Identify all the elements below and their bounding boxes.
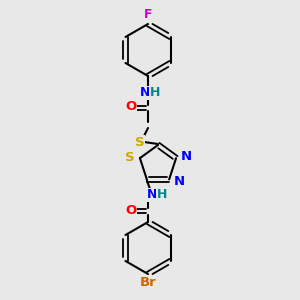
Text: N: N: [181, 150, 192, 163]
Text: S: S: [125, 151, 135, 164]
Text: O: O: [125, 100, 136, 113]
Text: N: N: [174, 175, 185, 188]
Text: N: N: [140, 86, 150, 100]
Text: F: F: [144, 8, 152, 22]
Text: O: O: [125, 203, 136, 217]
Text: S: S: [135, 136, 145, 148]
Text: Br: Br: [140, 277, 156, 290]
Text: H: H: [150, 86, 160, 100]
Text: N: N: [147, 188, 157, 202]
Text: H: H: [157, 188, 167, 202]
